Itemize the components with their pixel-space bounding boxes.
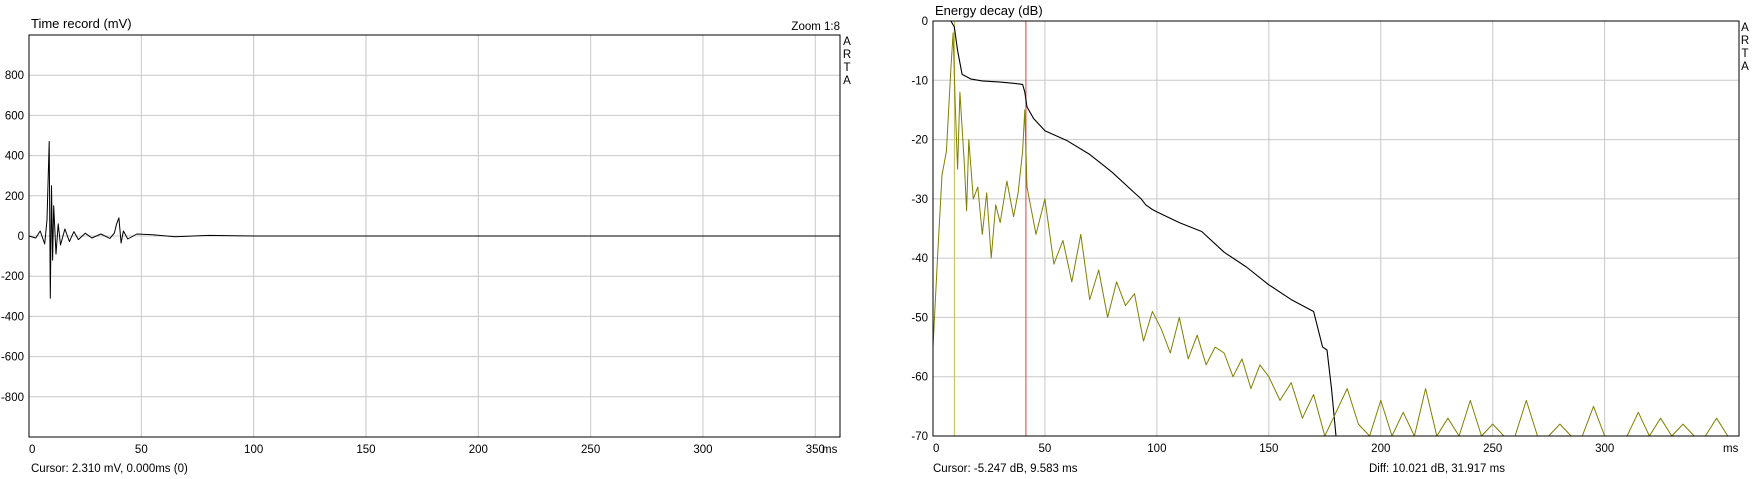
y-tick-label: -70 [911,431,928,443]
series-line-envelope [932,32,1739,437]
x-tick-label: 150 [1259,443,1278,455]
x-unit-label: ms [822,444,838,456]
y-tick-label: 200 [5,191,24,203]
y-tick-label: 400 [5,151,24,163]
y-tick-label: 800 [5,70,24,82]
y-tick-label: -600 [1,352,24,364]
y-tick-label: -50 [911,312,928,324]
x-tick-label: 50 [1039,443,1052,455]
x-tick-label: 350 [806,444,825,456]
series-line-decay [933,20,1337,437]
series-line-series-0 [28,141,840,299]
time-record-title: Time record (mV) [31,16,132,31]
y-tick-label: -60 [911,372,928,384]
y-tick-label: -200 [1,271,24,283]
x-tick-label: 50 [135,444,148,456]
x-tick-label: 250 [1483,443,1502,455]
x-tick-label: 0 [29,444,35,456]
zoom-label[interactable]: Zoom 1:8 [791,21,840,33]
logo-letter: T [843,62,850,74]
logo-letter: A [843,36,851,48]
time-record-trace [28,141,840,299]
y-tick-label: -20 [911,135,928,147]
time-record-cursor-readout: Cursor: 2.310 mV, 0.000ms (0) [31,463,188,475]
x-tick-label: 150 [356,444,375,456]
y-tick-label: -10 [911,75,928,87]
x-tick-label: 200 [469,444,488,456]
energy-decay-grid [933,21,1739,436]
time-record-panel: Time record (mV) Zoom 1:8 0 50 100 150 200 25… [1,16,851,475]
logo-letter: A [843,75,851,87]
x-tick-label: 200 [1371,443,1390,455]
energy-decay-cursor-readout: Cursor: -5.247 dB, 9.583 ms [933,463,1078,475]
energy-decay-title: Energy decay (dB) [935,3,1043,18]
x-tick-label: 300 [693,444,712,456]
y-tick-label: 600 [5,110,24,122]
x-unit-label: ms [1723,443,1739,455]
energy-decay-diff-readout: Diff: 10.021 dB, 31.917 ms [1369,463,1505,475]
y-tick-label: 0 [18,231,24,243]
arta-logo-left: A R T A [843,36,851,87]
y-tick-label: -30 [911,194,928,206]
energy-decay-traces [932,20,1739,437]
x-tick-label: 300 [1595,443,1614,455]
logo-letter: A [1741,61,1749,73]
time-record-plot-frame[interactable] [28,34,841,438]
y-tick-label: -400 [1,311,24,323]
logo-letter: R [1741,35,1749,47]
x-tick-label: 100 [1147,443,1166,455]
y-tick-label: 0 [922,16,928,28]
y-tick-label: -800 [1,392,24,404]
arta-logo-right: A R T A [1741,22,1749,73]
x-tick-label: 0 [933,443,939,455]
x-tick-label: 250 [581,444,600,456]
logo-letter: R [843,49,851,61]
energy-decay-panel: Energy decay (dB) 0 50 100 150 200 250 300 ms0-… [911,3,1749,475]
energy-decay-plot-frame[interactable] [932,20,1740,437]
logo-letter: A [1741,22,1749,34]
x-tick-label: 100 [244,444,263,456]
logo-letter: T [1741,48,1748,60]
y-tick-label: -40 [911,253,928,265]
energy-decay-axis-ticks: 0 50 100 150 200 250 300 ms 0 -10 -20 -30 -40 -50 -60 -… [911,16,1738,455]
